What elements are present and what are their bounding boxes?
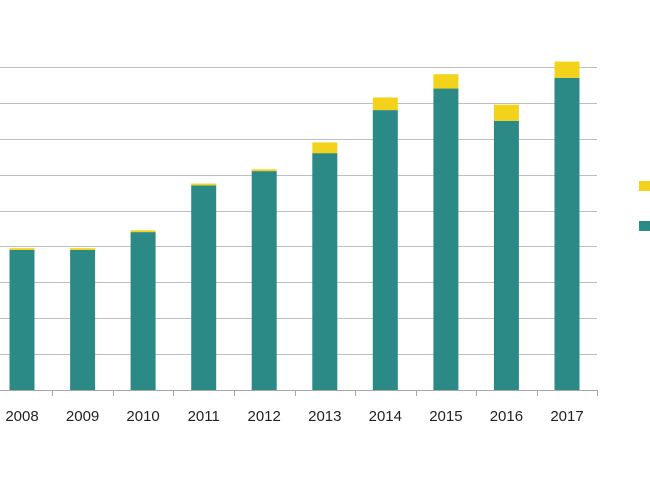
x-tick-label: 2012	[248, 408, 281, 425]
bar-segment-series-1[interactable]	[130, 232, 156, 390]
bar-segment-series-1[interactable]	[191, 185, 217, 390]
bar-segment-series-2[interactable]	[70, 248, 96, 250]
bar-segment-series-1[interactable]	[70, 250, 96, 390]
bar-segment-series-2[interactable]	[251, 169, 277, 172]
x-tick-label: 2009	[66, 408, 99, 425]
x-tick-label: 2014	[369, 408, 402, 425]
x-tick-label: 2017	[550, 408, 583, 425]
bar-segment-series-1[interactable]	[251, 171, 277, 390]
bar-segment-series-2[interactable]	[554, 61, 580, 78]
bar-segment-series-1[interactable]	[9, 250, 35, 390]
bar-segment-series-2[interactable]	[9, 248, 35, 250]
x-tick-label: 2015	[429, 408, 462, 425]
bar-segment-series-2[interactable]	[372, 97, 398, 111]
bar-segment-series-2[interactable]	[312, 142, 338, 154]
bar-segment-series-2[interactable]	[130, 230, 156, 233]
bar-segment-series-2[interactable]	[493, 104, 519, 121]
bar-segment-series-2[interactable]	[191, 183, 217, 186]
bar-segment-series-1[interactable]	[554, 77, 580, 391]
bar-segment-series-1[interactable]	[372, 110, 398, 390]
bar-segment-series-1[interactable]	[312, 153, 338, 390]
x-tick-label: 2016	[490, 408, 523, 425]
x-tick-label: 2013	[308, 408, 341, 425]
bar-segment-series-2[interactable]	[433, 74, 459, 89]
bar-segment-series-1[interactable]	[433, 88, 459, 391]
legend-swatch	[639, 221, 650, 231]
x-tick-label: 2008	[5, 408, 38, 425]
legend-swatch	[639, 181, 650, 191]
bar-segment-series-1[interactable]	[493, 120, 519, 391]
x-tick-label: 2011	[188, 408, 220, 425]
x-tick-label: 2010	[126, 408, 159, 425]
